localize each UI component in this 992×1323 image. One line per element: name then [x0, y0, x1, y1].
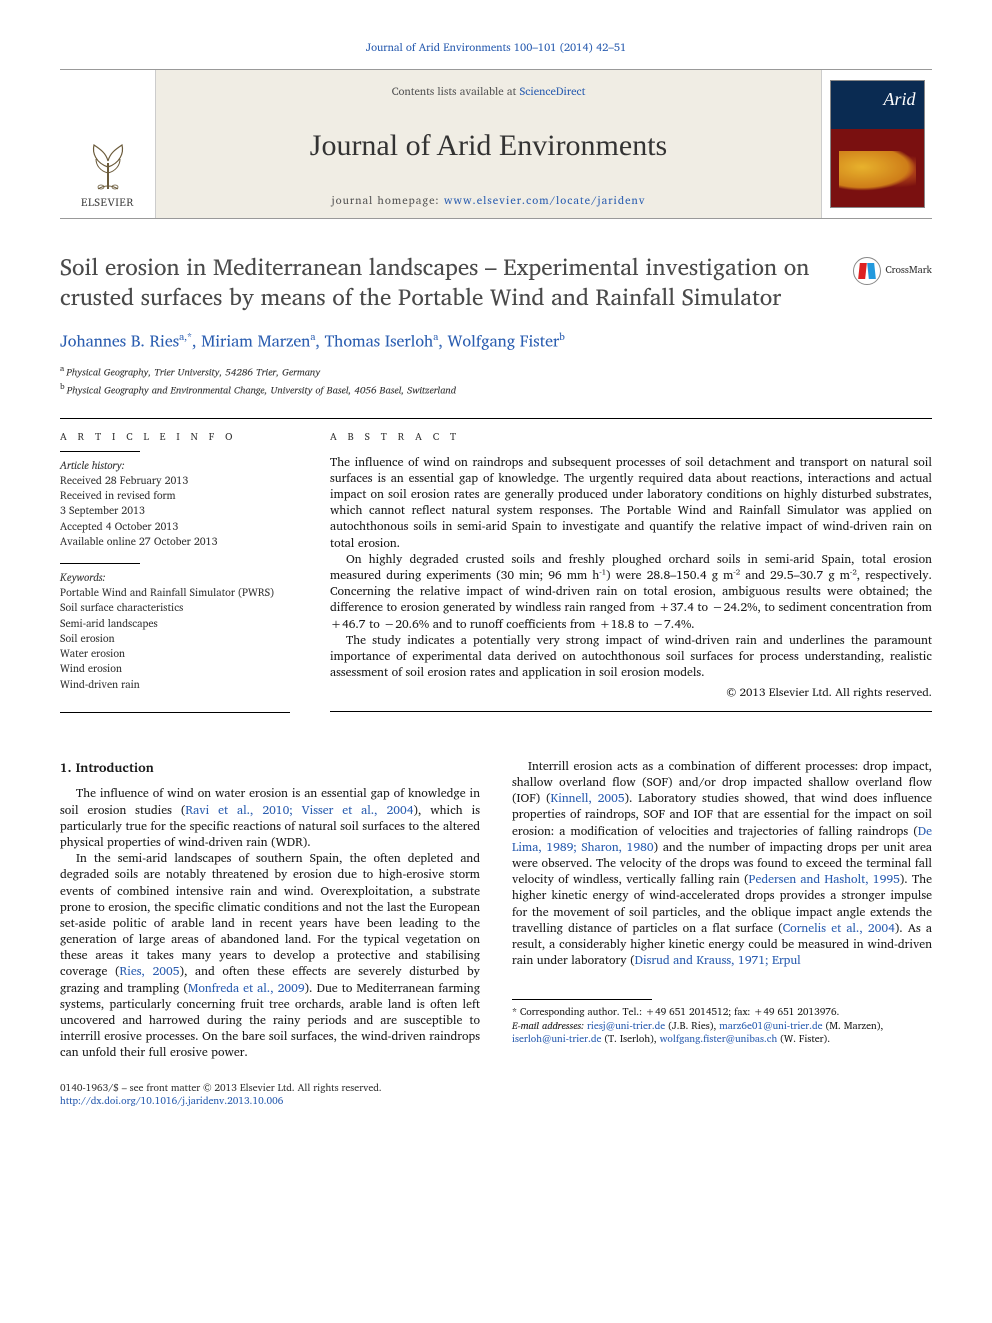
abstract-paragraph: The study indicates a potentially very s…: [330, 633, 932, 682]
elsevier-tree-icon: [78, 133, 138, 193]
footnotes: * Corresponding author. Tel.: +49 651 20…: [512, 1006, 932, 1047]
author-affil-mark: a,*: [179, 329, 192, 345]
section-heading-introduction: 1. Introduction: [60, 759, 480, 777]
author-affil-mark: a: [433, 329, 438, 345]
contents-prefix: Contents lists available at: [392, 82, 520, 100]
abstract-copyright: © 2013 Elsevier Ltd. All rights reserved…: [330, 685, 932, 701]
email-who: (W. Fister): [780, 1031, 827, 1047]
keywords-block: Keywords: Portable Wind and Rainfall Sim…: [60, 570, 290, 692]
author-affil-mark: b: [559, 329, 565, 345]
subsection-rule: [60, 563, 140, 564]
crossmark-icon: [853, 257, 881, 285]
affil-text: Physical Geography and Environmental Cha…: [67, 383, 456, 399]
author-email-link[interactable]: iserloh@uni-trier.de: [512, 1031, 601, 1047]
affiliation-list: aPhysical Geography, Trier University, 5…: [60, 363, 932, 399]
keyword: Wind-driven rain: [60, 677, 290, 692]
crossmark-label: CrossMark: [885, 264, 932, 278]
affiliation: bPhysical Geography and Environmental Ch…: [60, 381, 932, 398]
cover-title-text: Arid: [883, 87, 915, 111]
journal-cover-block: Arid: [822, 70, 932, 218]
footnote-block: * Corresponding author. Tel.: +49 651 20…: [512, 999, 932, 1047]
affil-mark: b: [60, 379, 65, 393]
article-title: Soil erosion in Mediterranean landscapes…: [60, 253, 820, 313]
running-citation: Journal of Arid Environments 100–101 (20…: [60, 40, 932, 55]
author-email-link[interactable]: wolfgang.fister@unibas.ch: [660, 1031, 778, 1047]
footer-meta: 0140-1963/$ – see front matter © 2013 El…: [60, 1082, 932, 1109]
abstract-heading: A B S T R A C T: [330, 431, 932, 445]
article-info-column: A R T I C L E I N F O Article history: R…: [60, 419, 290, 712]
email-who: (M. Marzen): [826, 1018, 881, 1034]
journal-name: Journal of Arid Environments: [310, 126, 667, 167]
author-affil-mark: a: [310, 329, 315, 345]
sciencedirect-link[interactable]: ScienceDirect: [520, 82, 586, 100]
body-paragraph: In the semi-arid landscapes of southern …: [60, 851, 480, 1061]
section-rule: [330, 711, 932, 712]
section-rule: [60, 712, 290, 713]
article-body: 1. Introduction The influence of wind on…: [60, 759, 932, 1062]
body-paragraph: The influence of wind on water erosion i…: [60, 786, 480, 851]
author-name: Johannes B. Ries: [60, 328, 179, 354]
author-name: Miriam Marzen: [201, 328, 310, 354]
history-line: Available online 27 October 2013: [60, 534, 290, 549]
author-name: Thomas Iserloh: [325, 328, 434, 354]
title-block: CrossMark Soil erosion in Mediterranean …: [60, 253, 932, 398]
contents-available-line: Contents lists available at ScienceDirec…: [392, 84, 586, 99]
journal-homepage-link[interactable]: www.elsevier.com/locate/jaridenv: [444, 191, 646, 209]
body-paragraph: Interrill erosion acts as a combination …: [512, 759, 932, 969]
journal-masthead: ELSEVIER Contents lists available at Sci…: [60, 69, 932, 219]
email-who: (T. Iserloh): [604, 1031, 653, 1047]
doi-link[interactable]: http://dx.doi.org/10.1016/j.jaridenv.201…: [60, 1093, 283, 1109]
affiliation: aPhysical Geography, Trier University, 5…: [60, 363, 932, 380]
abstract-paragraph: On highly degraded crusted soils and fre…: [330, 552, 932, 633]
author-name: Wolfgang Fister: [448, 328, 560, 354]
journal-cover-thumbnail: Arid: [830, 80, 925, 208]
abstract-paragraph: The influence of wind on raindrops and s…: [330, 455, 932, 552]
info-abstract-row: A R T I C L E I N F O Article history: R…: [60, 419, 932, 712]
article-info-heading: A R T I C L E I N F O: [60, 431, 290, 445]
masthead-center: Contents lists available at ScienceDirec…: [155, 70, 822, 218]
publisher-label: ELSEVIER: [81, 195, 134, 210]
citation-link[interactable]: Disrud and Krauss, 1971; Erpul: [635, 951, 801, 970]
email-addresses-line: E-mail addresses: riesj@uni-trier.de (J.…: [512, 1020, 932, 1047]
author-list: Johannes B. Riesa,*, Miriam Marzena, Tho…: [60, 331, 932, 353]
affil-text: Physical Geography, Trier University, 54…: [66, 364, 320, 380]
homepage-label: journal homepage:: [331, 191, 443, 209]
cover-map-graphic: [839, 151, 916, 191]
article-history: Article history: Received 28 February 20…: [60, 458, 290, 549]
affil-mark: a: [60, 361, 64, 375]
crossmark-badge[interactable]: CrossMark: [853, 257, 932, 285]
subsection-rule: [60, 451, 140, 452]
footnote-rule: [512, 999, 652, 1000]
abstract-column: A B S T R A C T The influence of wind on…: [330, 419, 932, 712]
journal-homepage-line: journal homepage: www.elsevier.com/locat…: [331, 193, 645, 208]
publisher-block: ELSEVIER: [60, 70, 155, 218]
